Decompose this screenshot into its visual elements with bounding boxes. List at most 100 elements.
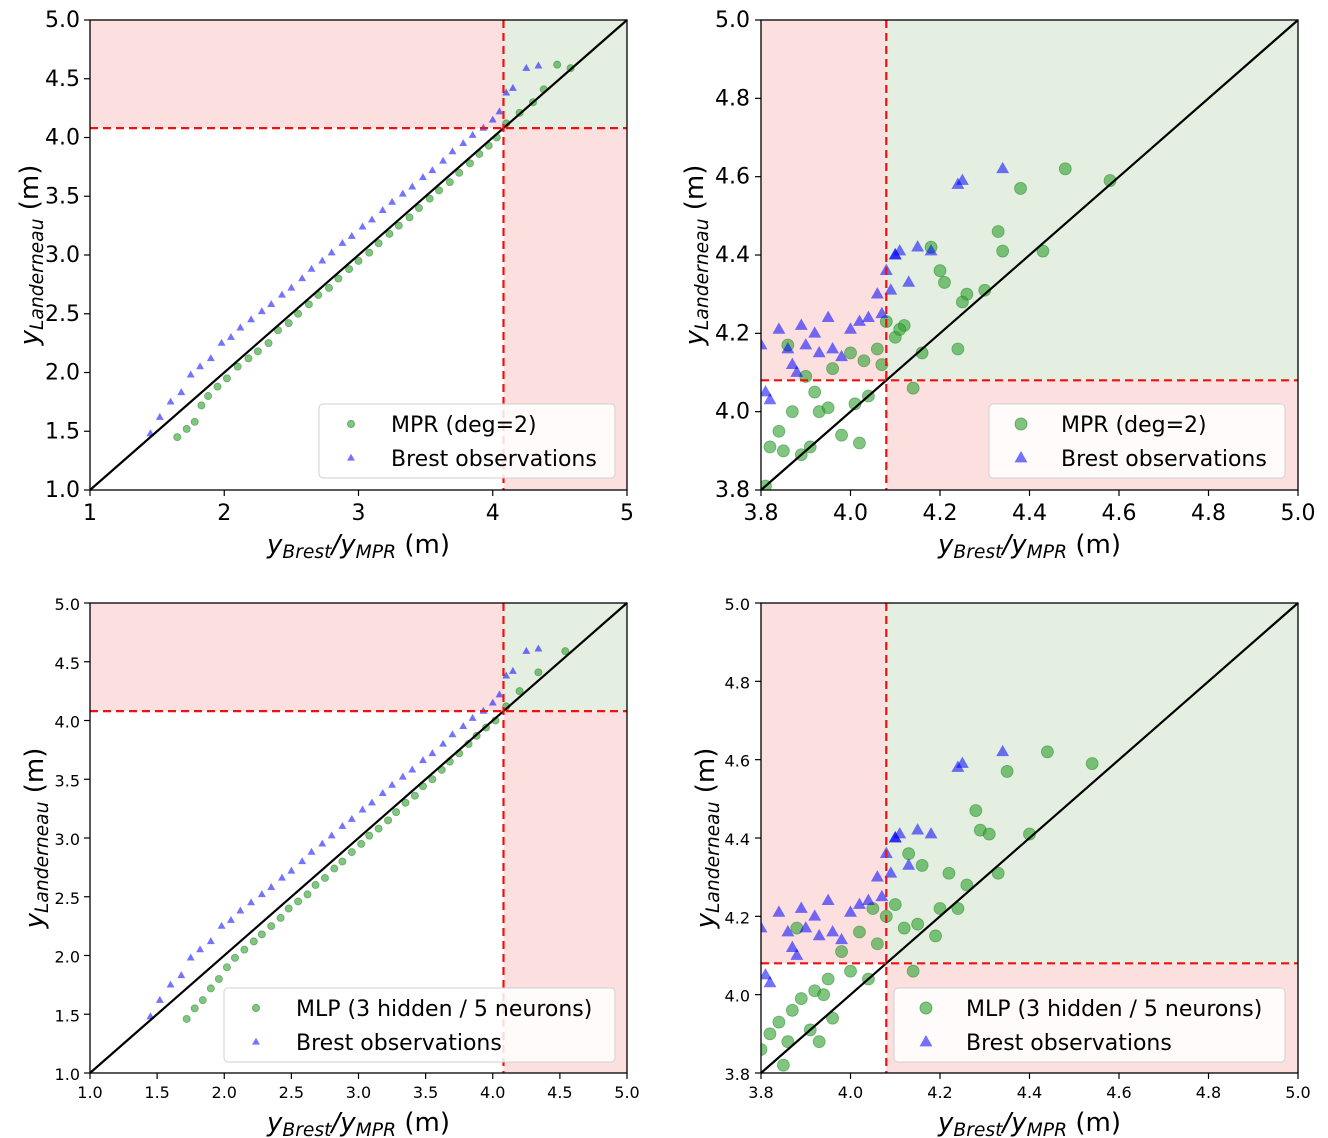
y-tick-label: 4.2 [715,321,750,346]
x-axis-label-part: (m) [1067,530,1121,560]
data-point [206,984,215,993]
data-point [906,381,920,395]
data-point [324,283,333,292]
data-point [1058,162,1072,176]
x-axis-label-part: y [937,530,954,560]
y-axis-label-part: y [691,912,721,929]
x-axis-label-part: /y [1001,530,1028,560]
data-point [812,345,826,358]
identity-line [760,19,1299,491]
data-point [495,690,504,698]
data-point [821,972,835,986]
data-point [206,937,215,945]
legend-box [988,403,1286,479]
legend-label: Brest observations [966,1031,1172,1056]
data-point [808,326,822,338]
data-point [902,275,916,287]
data-point [182,1014,191,1023]
x-axis-label: yBrest/yMPR (m) [266,1108,450,1138]
legend-marker-triangle [919,1035,933,1047]
data-point [155,995,164,1003]
data-point [428,166,437,174]
x-axis-label: yBrest/yMPR (m) [937,1108,1121,1138]
x-axis-label-part: MPR [1027,542,1067,563]
data-point [902,847,916,861]
x-tick-label: 4.0 [838,1083,863,1102]
data-point [378,789,387,797]
x-axis-label-part: MPR [356,1120,396,1138]
x-axis-label-part: Brest [282,1120,332,1138]
y-axis-label-part: (m) [680,165,710,219]
data-point [488,698,497,706]
legend-label: MLP (3 hidden / 5 neurons) [296,997,592,1022]
data-point [213,382,222,391]
legend-marker-circle [346,419,356,429]
data-point [884,283,898,295]
data-point [304,300,313,309]
data-point [378,206,387,214]
x-tick-label: 3.8 [748,1083,773,1102]
data-point [844,322,857,334]
data-point [991,866,1005,880]
data-point [267,883,276,891]
identity-line [760,602,1299,1074]
y-axis-label-part: Landerneau [32,801,53,913]
data-point [278,873,286,881]
data-point [367,215,376,223]
data-point [347,231,356,239]
data-point [785,405,799,419]
identity-line [89,19,628,491]
data-point [410,791,419,800]
x-tick-label: 5.0 [614,1083,639,1102]
data-point [264,339,273,348]
data-point [534,61,543,69]
data-point [222,963,231,972]
data-point [247,898,256,906]
x-tick-label: 5.0 [1281,501,1316,526]
y-tick-label: 5.0 [55,595,80,614]
data-point [785,940,799,953]
data-point [790,948,804,960]
data-point [488,115,497,123]
data-point [236,323,245,331]
data-point [853,314,866,326]
data-point [502,88,511,96]
data-point [933,264,947,278]
data-point [198,996,207,1005]
x-tick-label: 2.0 [212,1083,237,1102]
data-point [418,756,427,764]
data-point [358,805,367,813]
data-point [196,362,205,370]
data-point [835,428,848,442]
data-point [425,194,434,203]
x-axis-label: yBrest/yMPR (m) [266,530,450,563]
data-point [173,433,182,442]
data-point [448,730,457,738]
legend-label: MPR (deg=2) [1061,413,1207,438]
data-point [385,229,394,238]
data-point [287,866,296,874]
data-point [794,992,808,1005]
data-point [808,385,822,399]
y-tick-label: 2.5 [55,889,80,908]
data-point [911,823,925,835]
x-axis-label-part: Brest [953,1120,1003,1138]
data-point [230,953,239,962]
data-point [951,902,965,915]
data-point [398,772,407,780]
data-point [338,238,347,246]
data-point [875,306,889,319]
data-point [508,666,517,674]
y-tick-label: 3.0 [55,830,80,849]
data-point [875,889,889,902]
data-point [303,890,312,899]
data-point [826,362,839,375]
data-point [439,156,448,164]
x-axis-label-part: MPR [356,542,396,563]
data-point [763,392,777,405]
x-tick-label: 3.8 [744,501,779,526]
data-point [327,248,336,256]
data-point [445,178,454,187]
data-point [906,964,920,978]
data-point [468,130,477,138]
